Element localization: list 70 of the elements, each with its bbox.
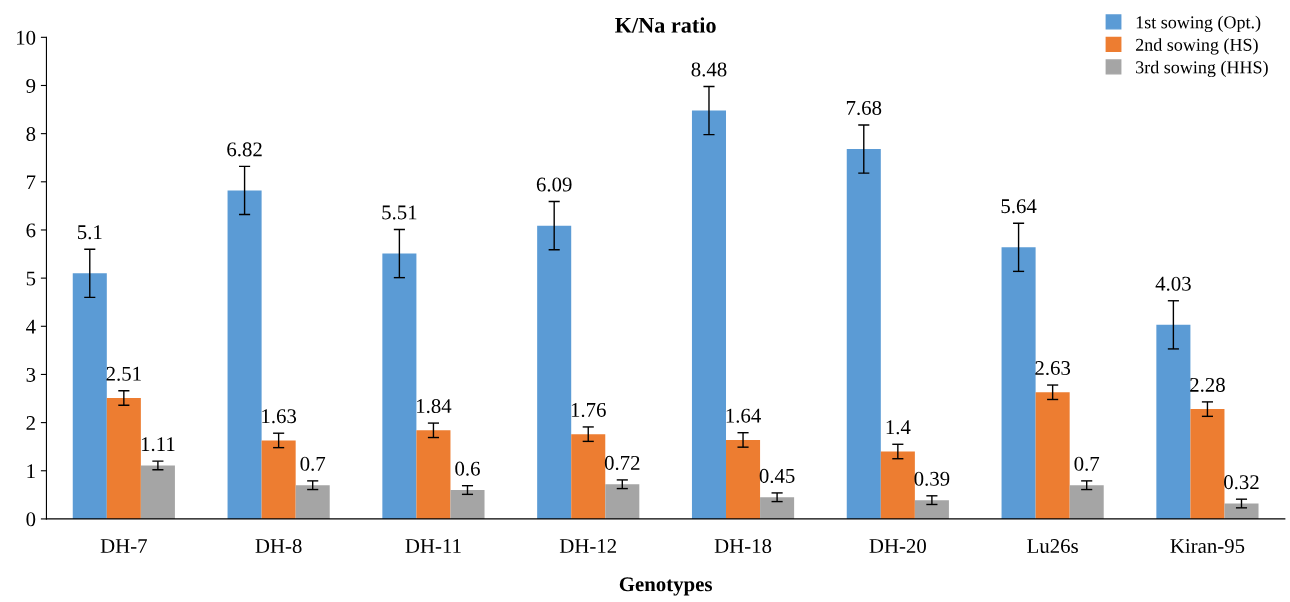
y-tick-label: 0 [26,512,36,527]
bar [227,190,262,519]
data-label: 1.4 [886,420,911,435]
data-label: 6.82 [227,142,262,157]
bar [261,440,296,519]
data-label: 5.51 [382,205,417,220]
bar [1190,409,1225,519]
y-tick-label: 10 [17,30,36,45]
data-label: 1.64 [726,408,761,423]
bar [537,225,572,519]
bar [72,273,107,519]
bar [691,110,727,519]
bar [726,439,761,519]
y-tick-label: 8 [26,127,36,142]
legend-label: 1st sowing (Opt.) [1136,15,1261,33]
bar [382,253,417,519]
bar [416,430,451,519]
bar [295,485,330,519]
data-label: 1.84 [417,399,452,414]
legend-label: 3rd sowing (HHS) [1136,60,1268,78]
data-label: 2.28 [1190,377,1225,392]
data-label: 1.11 [141,437,175,452]
data-label: 5.1 [77,225,102,240]
x-tick-label: DH-11 [405,539,461,553]
data-label: 0.7 [300,456,326,471]
x-tick-label: DH-8 [255,538,302,554]
y-tick-label: 3 [26,367,36,382]
data-label: 1.76 [571,402,606,418]
bar [605,484,640,519]
legend-label: 2nd sowing (HS) [1135,38,1258,55]
y-tick-label: 2 [26,416,35,430]
y-tick-label: 1 [27,464,35,478]
bar [760,497,795,519]
data-label: 0.72 [604,455,640,470]
x-tick-label: DH-20 [869,538,926,554]
data-label: 2.63 [1035,361,1071,376]
chart-title: K/Na ratio [615,17,716,33]
data-label: 2.51 [106,366,141,381]
data-label: 4.03 [1155,276,1191,291]
bar [1001,247,1036,519]
x-tick-label: DH-12 [559,539,617,553]
bar [450,490,485,519]
y-tick-label: 7 [26,175,36,190]
y-tick-label: 9 [26,78,36,93]
bar [106,398,141,519]
y-tick-label: 5 [26,271,36,286]
data-label: 0.7 [1074,456,1100,471]
data-label: 1.63 [262,409,297,424]
y-tick-label: 6 [26,223,36,238]
data-label: 5.64 [1001,199,1037,214]
bar [1156,324,1191,519]
x-tick-label: Kiran-95 [1170,539,1245,554]
bar [140,465,175,519]
bar [1224,503,1259,519]
bar [1069,485,1104,519]
bar [1035,392,1070,519]
x-tick-label: Lu26s [1027,539,1078,554]
data-label: 7.68 [846,100,882,116]
bar [914,500,949,519]
x-axis-title: Genotypes [619,577,713,596]
data-label: 8.48 [691,62,727,77]
data-label: 6.09 [536,177,572,192]
data-label: 0.32 [1224,475,1259,490]
x-tick-label: DH-7 [100,539,147,553]
x-tick-label: DH-18 [714,538,772,554]
bar [846,149,881,519]
bar [571,434,606,519]
y-tick-label: 4 [26,319,36,334]
data-label: 0.6 [455,461,480,476]
bar [880,451,915,519]
